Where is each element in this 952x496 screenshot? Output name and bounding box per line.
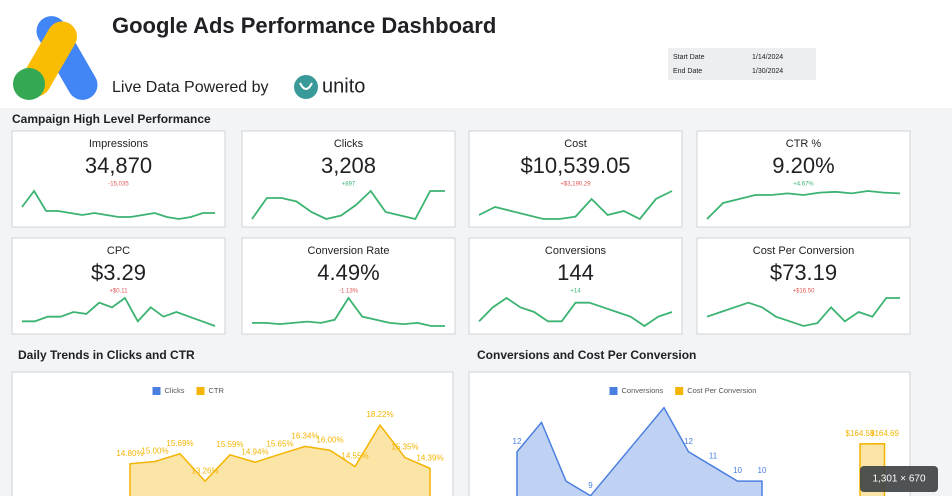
date-label: End Date <box>673 68 702 75</box>
kpi-label: Cost <box>564 138 587 150</box>
data-label: 12 <box>684 437 693 446</box>
sparkline <box>22 296 216 327</box>
legend-swatch <box>675 387 684 395</box>
data-label: 15.35% <box>391 443 418 452</box>
size-badge-text: 1,301 × 670 <box>872 474 926 485</box>
kpi-change: +4.67% <box>793 182 814 188</box>
data-label: 10 <box>733 466 742 475</box>
chart-title: Daily Trends in Clicks and CTR <box>18 348 195 362</box>
kpi-value: 34,870 <box>85 153 152 178</box>
sparkline <box>706 190 901 220</box>
area-series <box>129 423 431 496</box>
data-label: 11 <box>709 452 718 461</box>
google-ads-logo <box>13 16 98 100</box>
kpi-card <box>696 130 911 228</box>
data-label: 16.00% <box>316 435 343 444</box>
kpi-value: $73.19 <box>770 260 837 285</box>
kpi-label: CPC <box>107 245 130 257</box>
kpi-card <box>11 237 226 335</box>
data-label: 12 <box>513 437 522 446</box>
legend-swatch <box>152 387 161 395</box>
kpi-label: CTR % <box>786 138 822 150</box>
data-label: 9 <box>588 481 593 490</box>
kpi-change: +$3,190.29 <box>560 182 591 188</box>
data-label: 14.94% <box>241 447 268 456</box>
area-series <box>516 406 763 496</box>
data-label: 15.69% <box>166 439 193 448</box>
kpi-label: Clicks <box>334 138 364 150</box>
kpi-value: $10,539.05 <box>520 153 630 178</box>
date-value: 1/14/2024 <box>752 54 783 61</box>
data-label: 16.34% <box>291 431 318 440</box>
kpi-change: -1.13% <box>339 289 359 295</box>
chart-panel <box>11 371 454 496</box>
date-label: Start Date <box>673 54 705 61</box>
legend-label: Conversions <box>622 386 664 395</box>
data-label: 14.39% <box>416 454 443 463</box>
kpi-change: +897 <box>342 182 356 188</box>
kpi-value: 3,208 <box>321 153 376 178</box>
data-label: 15.65% <box>266 439 293 448</box>
size-badge <box>860 466 938 492</box>
brand: unito <box>322 75 365 97</box>
kpi-change: +$0.11 <box>109 289 128 295</box>
data-label: 18.22% <box>366 410 393 419</box>
sparkline <box>252 296 445 327</box>
kpi-change: +14 <box>570 289 581 295</box>
kpi-label: Conversions <box>545 245 607 257</box>
kpi-label: Conversion Rate <box>308 245 390 257</box>
kpi-change: -15,035 <box>108 182 129 188</box>
data-label: $164.59 <box>846 429 875 438</box>
legend-swatch <box>196 387 205 395</box>
legend-label: CTR <box>209 386 225 395</box>
kpi-value: 4.49% <box>317 260 379 285</box>
sparkline <box>706 297 900 327</box>
kpi-label: Cost Per Conversion <box>753 245 855 257</box>
kpi-label: Impressions <box>89 138 149 150</box>
data-label: 13.26% <box>191 466 218 475</box>
unito-icon-mark <box>299 82 313 90</box>
kpi-card <box>241 237 456 335</box>
data-label: $164.69 <box>870 429 899 438</box>
kpi-change: +$16.50 <box>793 289 816 295</box>
sparkline <box>251 189 445 221</box>
kpi-value: 144 <box>557 260 594 285</box>
legend-label: Cost Per Conversion <box>687 386 756 395</box>
date-value: 1/30/2024 <box>752 68 783 75</box>
data-label: 15.59% <box>216 440 243 449</box>
sparkline <box>478 296 673 328</box>
data-label: 14.55% <box>341 452 368 461</box>
data-label: 15.00% <box>141 447 168 456</box>
sparkline <box>478 190 673 221</box>
chart-panel <box>468 371 911 496</box>
kpi-value: $3.29 <box>91 260 146 285</box>
page-title: Google Ads Performance Dashboard <box>112 13 496 38</box>
kpi-card <box>468 237 683 335</box>
kpi-value: 9.20% <box>772 153 834 178</box>
chart-title: Conversions and Cost Per Conversion <box>477 348 696 362</box>
legend-swatch <box>609 387 618 395</box>
subtitle: Live Data Powered by <box>112 79 269 96</box>
kpi-card <box>696 237 911 335</box>
data-label: 14.80% <box>116 449 143 458</box>
data-label: 10 <box>758 466 767 475</box>
date-box <box>668 48 816 80</box>
legend-label: Clicks <box>165 386 185 395</box>
sparkline <box>21 189 215 220</box>
section-title: Campaign High Level Performance <box>12 112 211 126</box>
unito-icon <box>294 75 318 99</box>
